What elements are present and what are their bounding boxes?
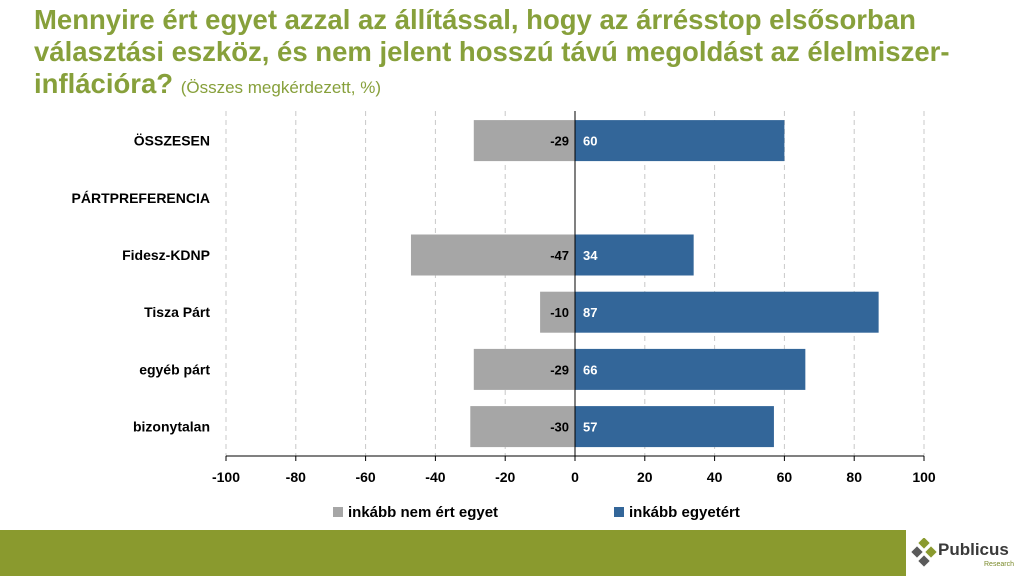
- diverging-bar-chart: ÖSSZESEN -29 60 PÁRTPREFERENCIA Fidesz-KDNP -…: [72, 111, 936, 521]
- x-tick-label: -20: [495, 469, 515, 485]
- bar-positive: [575, 406, 774, 448]
- x-tick-label: -60: [355, 469, 375, 485]
- data-label-negative: -29: [550, 362, 569, 377]
- x-tick-label: 80: [846, 469, 862, 485]
- publicus-logo: Publicus Research: [906, 530, 1024, 576]
- chart-title-text: Mennyire ért egyet azzal az állítással, …: [34, 4, 950, 99]
- chart-title: Mennyire ért egyet azzal az állítással, …: [34, 4, 994, 104]
- data-label-positive: 57: [583, 420, 597, 435]
- x-tick-label: -100: [212, 469, 240, 485]
- category-label: Tisza Párt: [144, 304, 210, 320]
- x-tick-label: 20: [637, 469, 653, 485]
- legend-swatch-negative: [333, 507, 343, 517]
- data-label-negative: -29: [550, 134, 569, 149]
- logo-diamond-icon: [911, 538, 937, 567]
- legend-label-negative: inkább nem ért egyet: [348, 504, 498, 521]
- category-label: PÁRTPREFERENCIA: [72, 190, 210, 206]
- category-label: egyéb párt: [139, 361, 210, 377]
- logo-name: Publicus: [938, 540, 1009, 559]
- bar-positive: [575, 234, 694, 276]
- x-tick-label: -80: [286, 469, 306, 485]
- x-tick-label: 100: [912, 469, 936, 485]
- data-label-negative: -47: [550, 248, 569, 263]
- legend-swatch-positive: [614, 507, 624, 517]
- data-label-negative: -30: [550, 420, 569, 435]
- data-label-positive: 66: [583, 362, 597, 377]
- category-label: ÖSSZESEN: [134, 133, 210, 149]
- data-label-negative: -10: [550, 305, 569, 320]
- category-label: Fidesz-KDNP: [122, 247, 210, 263]
- data-label-positive: 60: [583, 134, 597, 149]
- bar-negative: [540, 291, 575, 333]
- bar-negative: [470, 406, 575, 448]
- footer-bar: [0, 530, 1024, 576]
- category-label: bizonytalan: [133, 419, 210, 435]
- bar-negative: [410, 234, 575, 276]
- bar-negative: [473, 348, 575, 390]
- chart-subtitle: (Összes megkérdezett, %): [180, 78, 381, 97]
- bar-positive: [575, 291, 879, 333]
- logo-sub: Research: [984, 561, 1014, 568]
- bar-positive: [575, 120, 785, 162]
- x-tick-label: 0: [571, 469, 579, 485]
- legend-label-positive: inkább egyetért: [629, 504, 740, 521]
- x-tick-label: 60: [777, 469, 793, 485]
- x-tick-label: 40: [707, 469, 723, 485]
- data-label-positive: 87: [583, 305, 597, 320]
- x-tick-label: -40: [425, 469, 445, 485]
- data-label-positive: 34: [583, 248, 598, 263]
- bar-positive: [575, 348, 806, 390]
- bar-negative: [473, 120, 575, 162]
